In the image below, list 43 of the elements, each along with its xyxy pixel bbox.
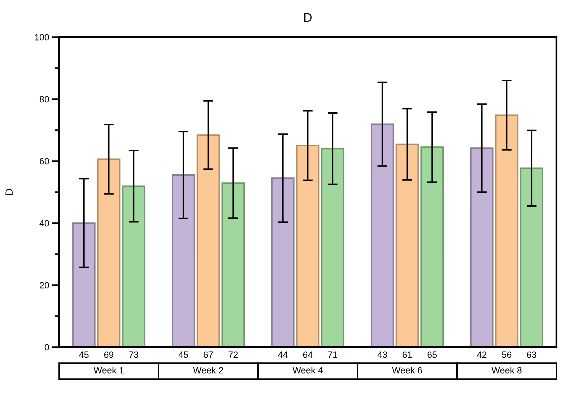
y-tick-label: 100 xyxy=(35,34,50,41)
y-tick-label: 20 xyxy=(40,282,50,289)
x-tick-label: 73 xyxy=(129,352,139,358)
x-tick-label: 43 xyxy=(378,352,388,358)
x-tick-label: 67 xyxy=(204,352,214,358)
x-tick-label: 63 xyxy=(527,352,536,358)
bar xyxy=(271,178,295,348)
x-tick-label: 65 xyxy=(428,352,437,358)
x-tick-label: 45 xyxy=(178,352,188,358)
x-tick-label: 64 xyxy=(303,352,313,358)
bar xyxy=(420,146,444,348)
chart-title: D xyxy=(304,13,312,22)
bar xyxy=(296,145,320,348)
y-tick-label: 60 xyxy=(40,158,50,165)
x-tick-label: 71 xyxy=(328,352,338,358)
x-tick-label: 56 xyxy=(502,352,512,358)
bar xyxy=(396,144,420,348)
bar xyxy=(370,124,394,348)
text: Week 2 xyxy=(193,367,224,374)
bar xyxy=(222,182,246,348)
y-tick-label: 0 xyxy=(44,344,50,351)
y-axis-title: D xyxy=(6,189,13,196)
text: Week 1 xyxy=(94,367,124,374)
x-tick-label: 61 xyxy=(402,352,412,358)
bar xyxy=(520,168,544,348)
bar xyxy=(196,134,220,348)
bar xyxy=(172,174,196,348)
text: Week 6 xyxy=(392,367,422,374)
y-tick-label: 80 xyxy=(40,96,50,103)
bar xyxy=(495,114,519,348)
x-tick-label: 42 xyxy=(477,352,487,358)
bar xyxy=(321,148,345,348)
bar xyxy=(122,186,146,348)
x-tick-label: 44 xyxy=(278,352,288,358)
text: Week 4 xyxy=(292,367,323,374)
bar xyxy=(97,158,121,348)
x-tick-label: 72 xyxy=(228,352,238,358)
x-tick-label: 69 xyxy=(104,352,114,358)
bar xyxy=(72,222,96,348)
bar xyxy=(470,148,494,348)
x-tick-label: 45 xyxy=(79,352,89,358)
text: Week 8 xyxy=(492,367,522,374)
y-tick-label: 40 xyxy=(40,220,50,227)
